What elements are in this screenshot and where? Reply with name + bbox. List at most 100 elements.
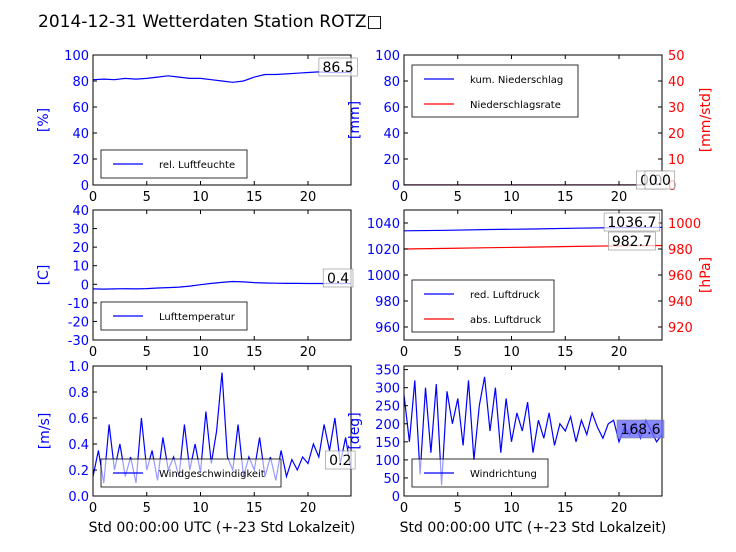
legend-label: Windgeschwindigkeit	[159, 469, 265, 480]
x-tick-label: 20	[300, 501, 317, 516]
x-tick-label: 20	[300, 345, 317, 360]
x-tick-label: 10	[192, 345, 209, 360]
y-tick-label: 50	[383, 472, 400, 487]
y-tick-label: 40	[72, 204, 89, 219]
y-tick-label: 0	[392, 490, 400, 505]
x-tick-label: 0	[89, 190, 97, 205]
x-tick-label: 15	[557, 501, 574, 516]
y-tick-label: 0	[81, 179, 89, 194]
y2-tick-label: 20	[668, 127, 685, 142]
x-tick-label: 15	[246, 345, 263, 360]
x-tick-label: 0	[89, 345, 97, 360]
series-line-temperature-0	[93, 280, 351, 290]
legend-label: kum. Niederschlag	[470, 75, 563, 86]
legend-box-precip	[411, 64, 579, 118]
y-axis-label: [C]	[36, 265, 52, 286]
x-tick-label: 10	[503, 345, 520, 360]
y2-tick-label: 40	[668, 75, 685, 90]
y-tick-label: 20	[383, 153, 400, 168]
y-tick-label: 40	[72, 127, 89, 142]
x-tick-label: 0	[400, 190, 408, 205]
x-tick-label: 5	[454, 501, 462, 516]
x-tick-label: 20	[611, 190, 628, 205]
x-tick-label: 0	[400, 501, 408, 516]
x-tick-label: 15	[246, 501, 263, 516]
series-line-humidity-0	[93, 71, 351, 83]
value-annotation: 0.2	[329, 453, 351, 469]
y-tick-label: 980	[375, 295, 400, 310]
legend-label: rel. Luftfeuchte	[159, 160, 235, 171]
x-tick-label: 20	[611, 501, 628, 516]
y-tick-label: 0.6	[68, 412, 89, 427]
value-annotation: 982.7	[612, 234, 652, 250]
y2-axis-label: [mm/std]	[698, 88, 714, 153]
annotation-box	[616, 419, 665, 439]
x-tick-label: 0	[89, 501, 97, 516]
y2-tick-label: 960	[668, 269, 693, 284]
x-tick-label: 10	[503, 501, 520, 516]
x-tick-label: 5	[454, 345, 462, 360]
value-annotation: 1036.7	[607, 215, 656, 231]
x-tick-label: 20	[611, 345, 628, 360]
series-line-winddir-0	[404, 376, 662, 486]
y2-tick-label: 30	[668, 101, 685, 116]
x-tick-label: 0	[400, 345, 408, 360]
y-tick-label: 40	[383, 127, 400, 142]
y2-tick-label: 980	[668, 243, 693, 258]
y2-tick-label: 10	[668, 153, 685, 168]
panel-pressure: 0 5 10 15 20 960 980 1000 1020 1040 920 940 960 980 10…	[367, 209, 714, 360]
y-tick-label: 300	[375, 382, 400, 397]
x-tick-label: 5	[143, 501, 151, 516]
y-tick-label: 1020	[367, 243, 400, 258]
x-tick-label: 15	[246, 190, 263, 205]
legend-box-pressure	[411, 279, 555, 333]
y-tick-label: 200	[375, 418, 400, 433]
x-tick-label: 5	[143, 345, 151, 360]
y-tick-label: 100	[64, 49, 89, 64]
plot-frame-precip	[403, 54, 663, 186]
x-tick-label: 10	[192, 190, 209, 205]
y-tick-label: 0	[392, 179, 400, 194]
legend-label: Windrichtung	[470, 469, 537, 480]
y-tick-label: 20	[72, 153, 89, 168]
x-tick-label: 5	[143, 190, 151, 205]
x-tick-label: 15	[557, 190, 574, 205]
panel-winddir: 0 5 10 15 20050100150200250300350[deg]Windri…	[347, 364, 665, 516]
y2-tick-label: 920	[668, 321, 693, 336]
annotation-box	[603, 212, 660, 232]
value-annotation: 0.0	[649, 173, 671, 189]
x-axis-label-right: Std 00:00:00 UTC (+-23 Std Lokalzeit)	[400, 520, 667, 536]
y-axis-label: [m/s]	[37, 413, 53, 450]
y-tick-label: 0.8	[68, 386, 89, 401]
y-tick-label: 1.0	[68, 360, 89, 375]
y-tick-label: 150	[375, 436, 400, 451]
value-annotation: 86.5	[323, 60, 354, 76]
y-tick-label: 0.2	[68, 464, 89, 479]
y-tick-label: 30	[72, 223, 89, 238]
y2-tick-label: 50	[668, 49, 685, 64]
y-tick-label: -30	[68, 334, 89, 349]
y-tick-label: -20	[68, 315, 89, 330]
y-axis-label: [%]	[36, 108, 52, 132]
y-tick-label: 60	[383, 101, 400, 116]
panel-windspeed: 0 5 10 15 20 0.0 0.2 0.4 0.6 0.8 1.0 [m/s] Windgesch…	[37, 360, 356, 516]
legend-label: red. Luftdruck	[470, 290, 540, 301]
legend-label: Niederschlagsrate	[470, 100, 561, 111]
y2-tick-label: 940	[668, 295, 693, 310]
panel-temperature: 0 5 10 15 20 -30 -20 -10 0 10 20 30 40 [C] Lufttempera…	[36, 204, 354, 360]
y-tick-label: 250	[375, 400, 400, 415]
panel-humidity: 0 5 10 15 20 0 20 40 60 80 100 [%] rel. Luftfeuchte 8…	[36, 49, 358, 205]
annotation-box	[608, 231, 656, 251]
plot-frame-humidity	[92, 54, 352, 186]
y-tick-label: 80	[72, 75, 89, 90]
y-tick-label: 100	[375, 49, 400, 64]
x-tick-label: 20	[300, 190, 317, 205]
y-tick-label: 350	[375, 364, 400, 379]
y-tick-label: 60	[72, 101, 89, 116]
annotation-box	[325, 450, 356, 470]
y-tick-label: 100	[375, 454, 400, 469]
plot-frame-windspeed	[92, 365, 352, 497]
y-tick-label: -10	[68, 297, 89, 312]
y-tick-label: 0	[81, 278, 89, 293]
y-tick-label: 20	[72, 241, 89, 256]
